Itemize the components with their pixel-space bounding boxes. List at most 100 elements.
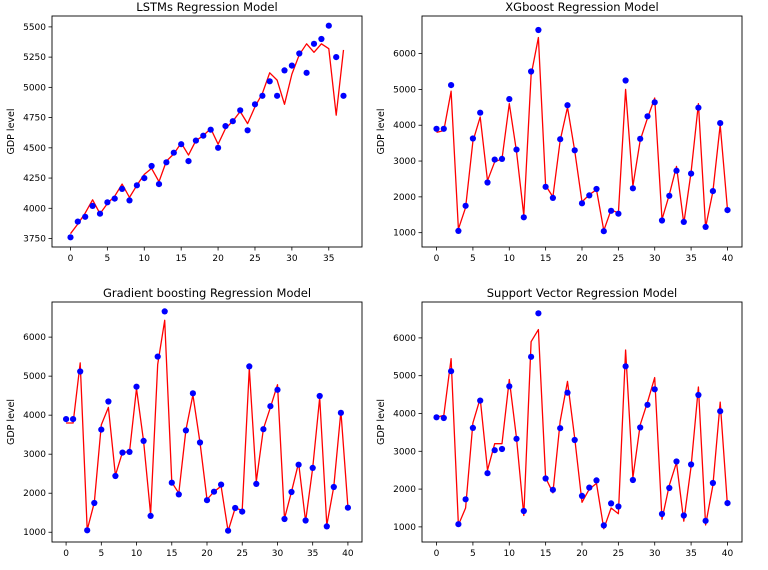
x-tick-label: 35 <box>685 254 696 264</box>
data-point <box>333 54 340 61</box>
data-point <box>433 125 440 132</box>
data-point <box>288 488 295 496</box>
data-point <box>189 390 196 397</box>
data-point <box>340 92 347 99</box>
data-point <box>695 391 702 399</box>
y-tick-label: 5000 <box>23 83 46 93</box>
y-tick-label: 6000 <box>393 50 416 60</box>
data-point <box>578 492 586 499</box>
y-axis-label: GDP level <box>376 399 387 445</box>
data-point <box>680 218 687 225</box>
data-point <box>557 136 564 143</box>
data-point <box>104 199 111 206</box>
x-tick-label: 25 <box>613 549 624 559</box>
data-point <box>637 135 644 142</box>
x-tick-label: 25 <box>249 254 260 264</box>
data-point <box>281 515 288 523</box>
data-point <box>629 476 637 484</box>
data-point <box>330 483 337 491</box>
y-tick-label: 5500 <box>23 23 46 33</box>
data-point <box>147 512 154 520</box>
data-point <box>535 26 542 34</box>
x-tick-label: 40 <box>342 549 354 559</box>
data-point <box>318 35 325 43</box>
data-point <box>673 458 680 465</box>
data-point <box>666 192 673 199</box>
data-point <box>571 147 578 154</box>
data-point <box>717 120 724 127</box>
x-tick-label: 20 <box>576 254 588 264</box>
data-point <box>302 517 309 524</box>
y-tick-label: 4750 <box>23 114 46 124</box>
y-tick-label: 1000 <box>393 523 416 533</box>
x-tick-label: 25 <box>613 254 624 264</box>
data-point <box>535 310 542 317</box>
x-tick-label: 20 <box>576 549 588 559</box>
data-point <box>651 99 658 106</box>
data-point <box>571 436 578 444</box>
panel-xgboost: XGboost Regression Model GDP level 0 5 10 15 2… <box>376 0 743 264</box>
data-point <box>303 69 310 76</box>
axes-frame <box>51 15 363 248</box>
data-point <box>702 517 709 524</box>
chart-title: LSTMs Regression Model <box>136 0 277 14</box>
data-point <box>658 510 666 518</box>
data-point <box>477 109 484 116</box>
prediction-line <box>69 43 345 235</box>
y-tick-label: 2000 <box>393 485 416 495</box>
y-tick-label: 4000 <box>393 409 416 419</box>
data-point <box>295 461 302 468</box>
chart-title: Support Vector Regression Model <box>487 286 678 300</box>
x-tick-label: 40 <box>722 254 734 264</box>
data-point <box>506 96 513 103</box>
x-tick-label: 20 <box>212 254 224 264</box>
data-point <box>267 403 274 410</box>
data-point <box>175 491 182 498</box>
data-point <box>281 67 288 74</box>
data-point <box>77 368 84 375</box>
data-point <box>637 424 644 431</box>
data-point <box>448 368 455 375</box>
x-tick-label: 20 <box>201 549 213 559</box>
data-point <box>253 480 260 487</box>
x-tick-label: 0 <box>434 254 440 264</box>
x-tick-label: 15 <box>540 254 551 264</box>
data-point <box>259 92 266 99</box>
data-point <box>549 486 557 493</box>
data-point <box>578 200 586 207</box>
data-point <box>182 427 189 434</box>
data-point <box>296 50 303 57</box>
data-point <box>126 197 133 204</box>
data-point <box>141 175 148 182</box>
data-point <box>695 104 702 111</box>
data-point <box>229 118 236 125</box>
y-tick-label: 5000 <box>23 372 46 382</box>
data-point <box>513 435 520 442</box>
data-point <box>178 141 185 148</box>
data-point <box>484 179 491 186</box>
prediction-line <box>436 328 729 530</box>
data-point <box>564 389 571 396</box>
y-tick-label: 3750 <box>23 235 46 245</box>
data-point <box>644 113 651 120</box>
data-point <box>337 409 344 416</box>
x-tick-label: 15 <box>540 549 551 559</box>
data-point <box>323 523 330 530</box>
data-point <box>462 202 469 209</box>
data-point <box>133 383 140 390</box>
data-point <box>528 68 535 75</box>
data-point <box>310 40 318 47</box>
x-tick-label: 5 <box>98 549 104 559</box>
data-point <box>325 22 332 29</box>
data-point <box>218 481 225 488</box>
data-point <box>210 488 218 495</box>
data-point <box>600 228 607 235</box>
y-tick-label: 5250 <box>23 53 46 63</box>
data-point <box>484 470 491 477</box>
data-point <box>593 477 600 484</box>
data-point <box>266 78 273 85</box>
data-point <box>433 414 440 421</box>
data-point <box>203 497 211 504</box>
